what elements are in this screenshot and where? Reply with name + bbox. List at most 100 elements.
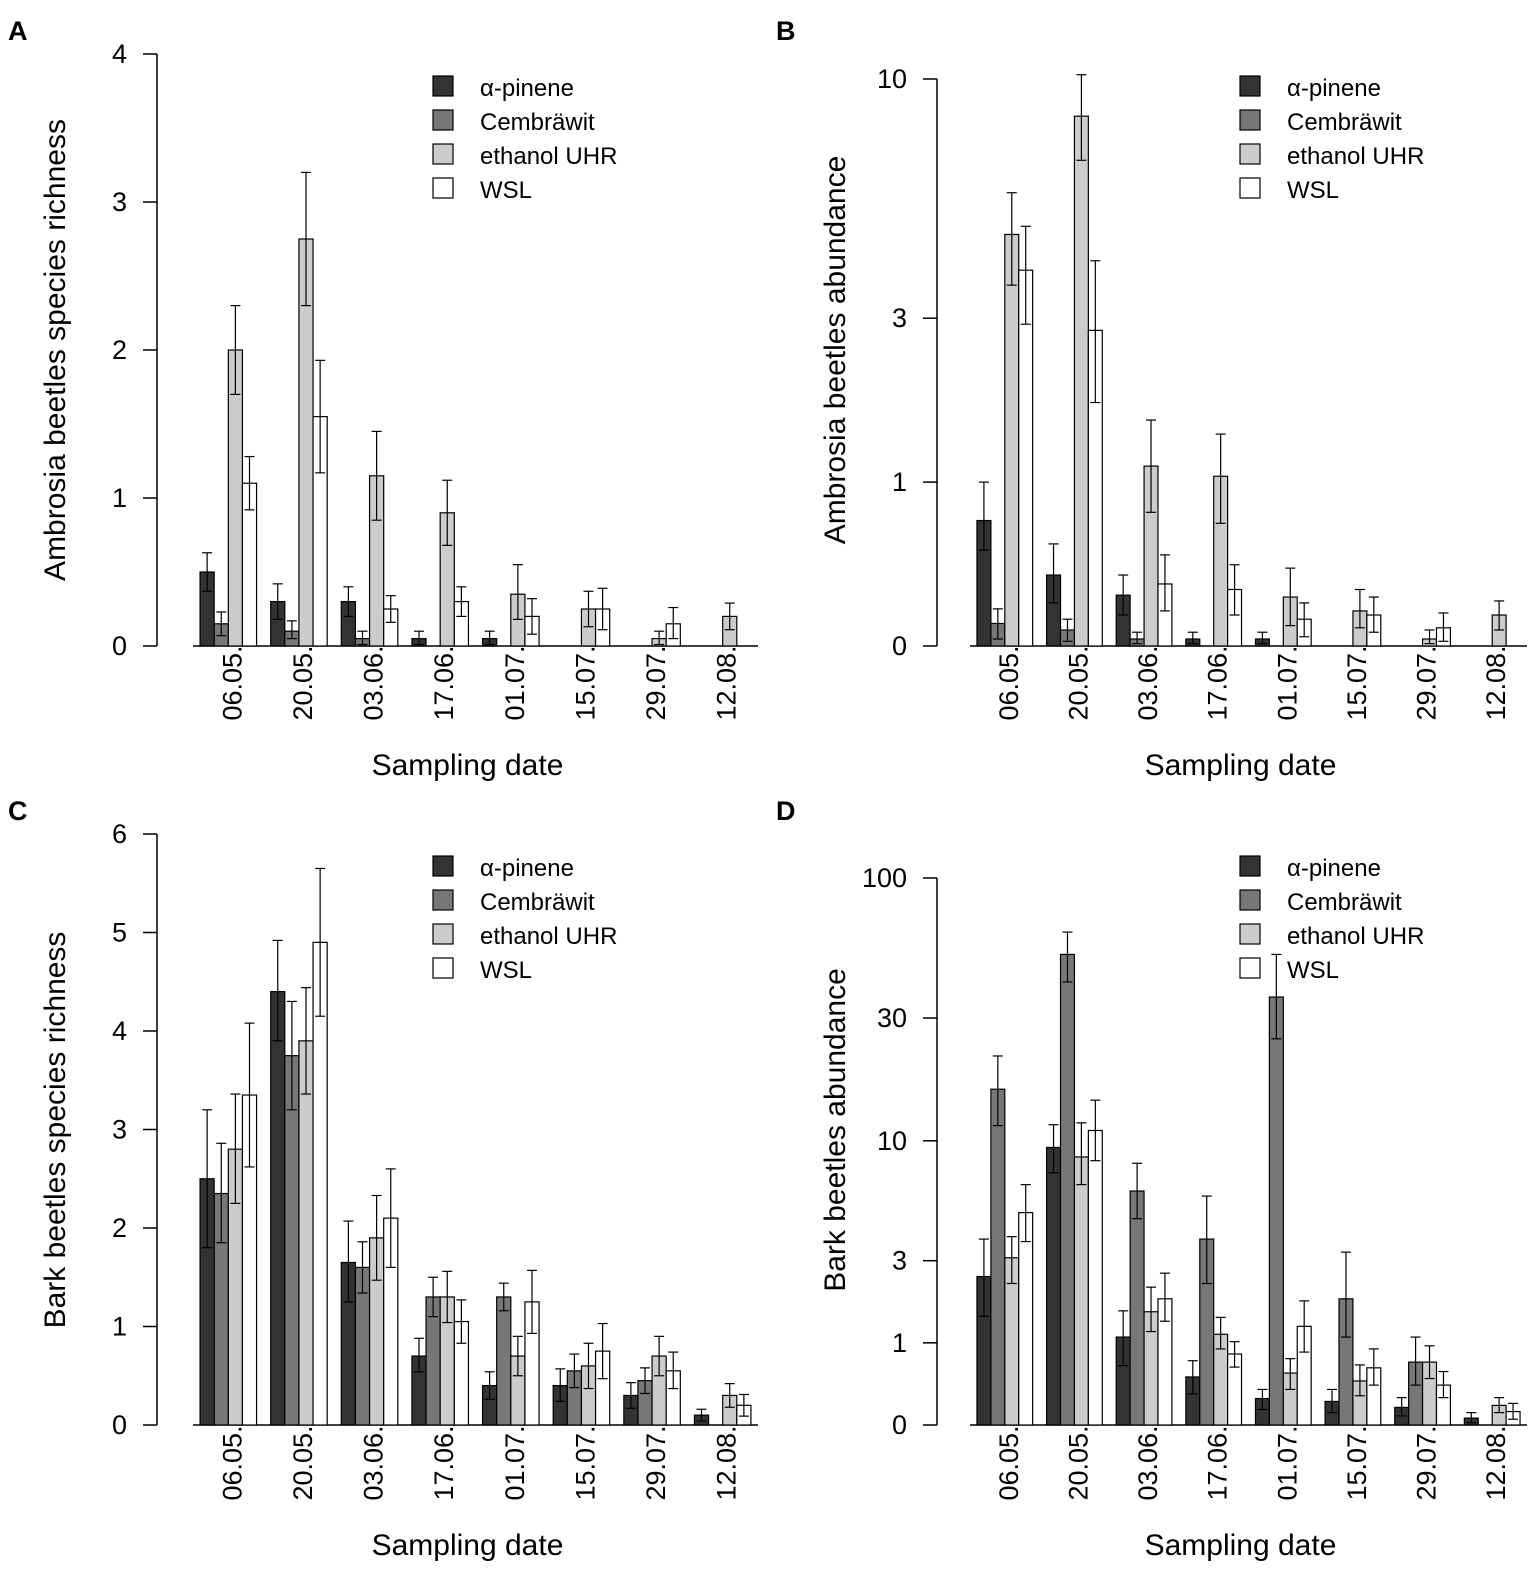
y-tick-label: 0 bbox=[112, 1410, 127, 1440]
y-tick-label: 2 bbox=[112, 1213, 127, 1243]
x-tick-label: 17.06. bbox=[1203, 645, 1233, 720]
legend-swatch bbox=[1239, 143, 1261, 165]
x-tick-label: 12.08. bbox=[1481, 1425, 1511, 1500]
legend-label: α-pinene bbox=[1287, 75, 1381, 102]
x-tick-label: 15.07. bbox=[570, 1425, 600, 1500]
legend-label: WSL bbox=[1287, 957, 1339, 984]
bar bbox=[298, 1040, 314, 1426]
legend-label: WSL bbox=[480, 177, 532, 204]
y-tick-label: 1 bbox=[112, 1312, 127, 1342]
x-tick-label: 29.07. bbox=[641, 645, 671, 720]
bar bbox=[270, 990, 286, 1426]
y-axis-title: Ambrosia beetles abundance bbox=[819, 156, 852, 545]
y-tick-label: 0 bbox=[112, 631, 127, 661]
bar bbox=[284, 1055, 300, 1426]
panel-b-ambrosia-abundance-chart: B 0 1 3 10 Ambrosia beetles abundance 06.05. 20… bbox=[776, 16, 1527, 782]
panel-d-bark-abundance-chart: D 0 1 3 10 30 100 Bark beetles abundance 06.05. 2… bbox=[776, 796, 1527, 1562]
x-tick-label: 17.06. bbox=[429, 645, 459, 720]
x-axis-title: Sampling date bbox=[372, 1529, 564, 1562]
legend-label: α-pinene bbox=[480, 75, 574, 102]
y-tick-label: 10 bbox=[877, 64, 907, 94]
legend-label: Cembräwit bbox=[1287, 109, 1402, 136]
legend-swatch bbox=[432, 109, 454, 131]
y-tick-label: 0 bbox=[892, 631, 907, 661]
x-tick-label: 15.07. bbox=[1342, 645, 1372, 720]
y-tick-label: 1 bbox=[892, 1328, 907, 1358]
legend-swatch bbox=[1239, 957, 1261, 979]
y-tick-label: 3 bbox=[112, 1115, 127, 1145]
y-tick-label: 1 bbox=[892, 467, 907, 497]
x-tick-label: 01.07. bbox=[1272, 645, 1302, 720]
x-tick-label: 20.05. bbox=[1063, 645, 1093, 720]
x-tick-label: 01.07. bbox=[500, 645, 530, 720]
legend-label: Cembräwit bbox=[480, 109, 595, 136]
y-axis-title: Bark beetles species richness bbox=[39, 932, 72, 1329]
x-tick-label: 01.07. bbox=[500, 1425, 530, 1500]
x-tick-label: 03.06. bbox=[359, 645, 389, 720]
y-tick-label: 3 bbox=[892, 303, 907, 333]
bar bbox=[1087, 1129, 1103, 1426]
panel-letter: D bbox=[776, 796, 796, 826]
x-tick-label: 17.06. bbox=[1203, 1425, 1233, 1500]
bar bbox=[1129, 1190, 1145, 1426]
x-tick-label: 12.08. bbox=[712, 645, 742, 720]
x-tick-label: 29.07. bbox=[1412, 645, 1442, 720]
legend-label: α-pinene bbox=[1287, 855, 1381, 882]
x-tick-label: 06.05. bbox=[217, 645, 247, 720]
y-axis-title: Ambrosia beetles species richness bbox=[39, 119, 72, 581]
y-tick-label: 30 bbox=[877, 1003, 907, 1033]
y-tick-label: 6 bbox=[112, 819, 127, 849]
x-tick-label: 12.08. bbox=[1481, 645, 1511, 720]
legend-swatch bbox=[1239, 177, 1261, 199]
x-axis-title: Sampling date bbox=[1145, 749, 1337, 782]
y-tick-label: 3 bbox=[112, 187, 127, 217]
legend-swatch bbox=[1239, 75, 1261, 97]
x-tick-label: 17.06. bbox=[429, 1425, 459, 1500]
bar bbox=[1018, 1212, 1034, 1426]
y-axis-title: Bark beetles abundance bbox=[819, 968, 852, 1292]
x-tick-label: 03.06. bbox=[359, 1425, 389, 1500]
bar bbox=[1059, 953, 1076, 1426]
legend-label: Cembräwit bbox=[480, 889, 595, 916]
x-tick-label: 12.08. bbox=[712, 1425, 742, 1500]
bar bbox=[1018, 269, 1034, 647]
legend-label: WSL bbox=[1287, 177, 1339, 204]
legend-swatch bbox=[432, 75, 454, 97]
y-tick-label: 3 bbox=[892, 1246, 907, 1276]
bar bbox=[1045, 1146, 1062, 1426]
legend-label: Cembräwit bbox=[1287, 889, 1402, 916]
panel-a-ambrosia-richness-chart: A 0 1 2 3 4 Ambrosia beetles species richness 0… bbox=[8, 16, 758, 782]
legend-swatch bbox=[432, 889, 454, 911]
legend-label: WSL bbox=[480, 957, 532, 984]
panel-letter: A bbox=[8, 16, 28, 46]
bar bbox=[990, 1088, 1006, 1426]
legend-label: ethanol UHR bbox=[480, 143, 617, 170]
legend-swatch bbox=[1239, 889, 1261, 911]
legend-swatch bbox=[1239, 855, 1261, 877]
x-tick-label: 20.05. bbox=[288, 645, 318, 720]
bar bbox=[496, 1296, 512, 1426]
legend-swatch bbox=[432, 855, 454, 877]
x-tick-label: 06.05. bbox=[994, 1425, 1024, 1500]
x-tick-label: 03.06. bbox=[1133, 1425, 1163, 1500]
x-tick-label: 20.05. bbox=[288, 1425, 318, 1500]
legend-label: ethanol UHR bbox=[1287, 143, 1424, 170]
y-tick-label: 100 bbox=[862, 863, 907, 893]
x-tick-label: 29.07. bbox=[641, 1425, 671, 1500]
bar bbox=[1268, 996, 1284, 1426]
legend-swatch bbox=[432, 923, 454, 945]
legend-label: α-pinene bbox=[480, 855, 574, 882]
x-axis-title: Sampling date bbox=[372, 749, 564, 782]
legend-label: ethanol UHR bbox=[1287, 923, 1424, 950]
y-tick-label: 4 bbox=[112, 39, 127, 69]
x-tick-label: 06.05. bbox=[994, 645, 1024, 720]
panel-letter: B bbox=[776, 16, 796, 46]
panel-letter: C bbox=[8, 796, 28, 826]
y-tick-label: 4 bbox=[112, 1016, 127, 1046]
legend-label: ethanol UHR bbox=[480, 923, 617, 950]
x-tick-label: 20.05. bbox=[1063, 1425, 1093, 1500]
x-tick-label: 29.07. bbox=[1412, 1425, 1442, 1500]
y-tick-label: 5 bbox=[112, 918, 127, 948]
y-tick-label: 2 bbox=[112, 335, 127, 365]
